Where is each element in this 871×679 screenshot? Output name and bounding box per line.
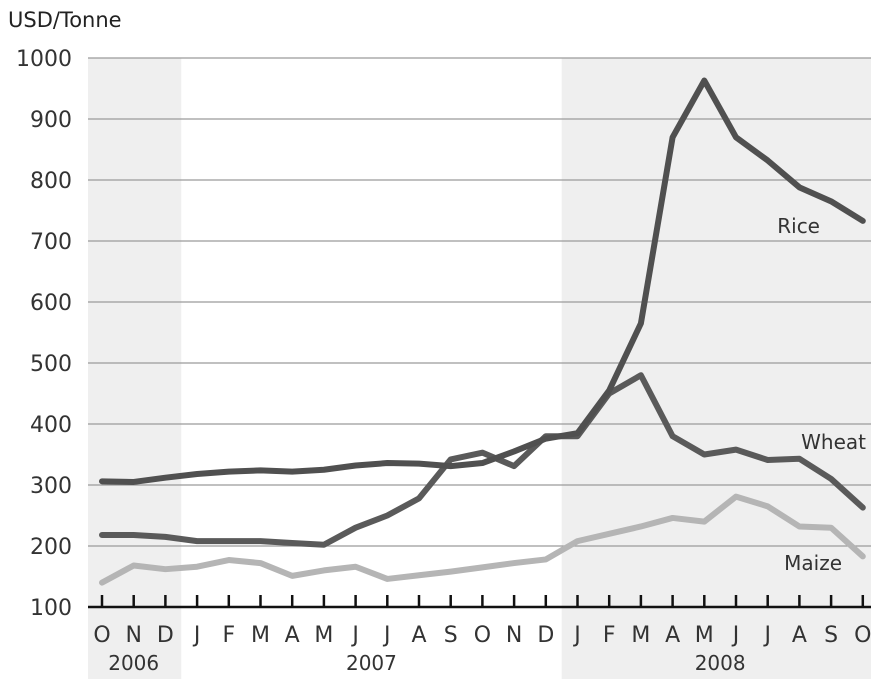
year-band-2008 [561,58,871,679]
x-tick-label-5: M [251,623,270,648]
series-label-maize: Maize [784,551,842,575]
x-tick-label-6: A [285,623,300,648]
series-label-rice: Rice [777,214,820,238]
x-tick-label-23: S [824,623,838,648]
y-tick-label-500: 500 [30,352,72,377]
x-tick-label-1: N [125,623,141,648]
x-tick-label-18: A [665,623,680,648]
y-tick-label-400: 400 [30,413,72,438]
x-tick-label-3: J [192,623,201,648]
y-tick-label-700: 700 [30,230,72,255]
x-tick-label-20: J [731,623,740,648]
x-tick-label-22: A [792,623,807,648]
x-tick-label-21: J [762,623,771,648]
x-tick-label-7: M [314,623,333,648]
x-tick-label-14: D [537,623,554,648]
x-tick-label-17: M [631,623,650,648]
y-tick-label-600: 600 [30,291,72,316]
x-tick-label-4: F [222,623,235,648]
x-tick-label-11: S [444,623,458,648]
year-band-2006 [88,58,182,679]
x-tick-label-24: O [854,623,871,648]
x-tick-label-15: J [572,623,581,648]
x-tick-label-8: J [350,623,359,648]
x-tick-label-19: M [695,623,714,648]
y-axis-unit-label: USD/Tonne [8,8,122,32]
x-tick-label-9: J [382,623,391,648]
year-label-2006: 2006 [108,651,159,675]
x-tick-label-10: A [411,623,426,648]
x-tick-label-2: D [157,623,174,648]
x-tick-label-0: O [93,623,110,648]
y-tick-label-100: 100 [30,596,72,621]
x-tick-label-16: F [603,623,616,648]
x-tick-label-13: N [506,623,522,648]
y-tick-label-200: 200 [30,535,72,560]
y-tick-label-800: 800 [30,169,72,194]
x-tick-label-12: O [474,623,491,648]
year-label-2007: 2007 [346,651,397,675]
year-label-2008: 2008 [695,651,746,675]
y-tick-label-900: 900 [30,108,72,133]
series-label-wheat: Wheat [801,430,866,454]
y-tick-label-300: 300 [30,474,72,499]
y-tick-label-1000: 1000 [16,47,72,72]
